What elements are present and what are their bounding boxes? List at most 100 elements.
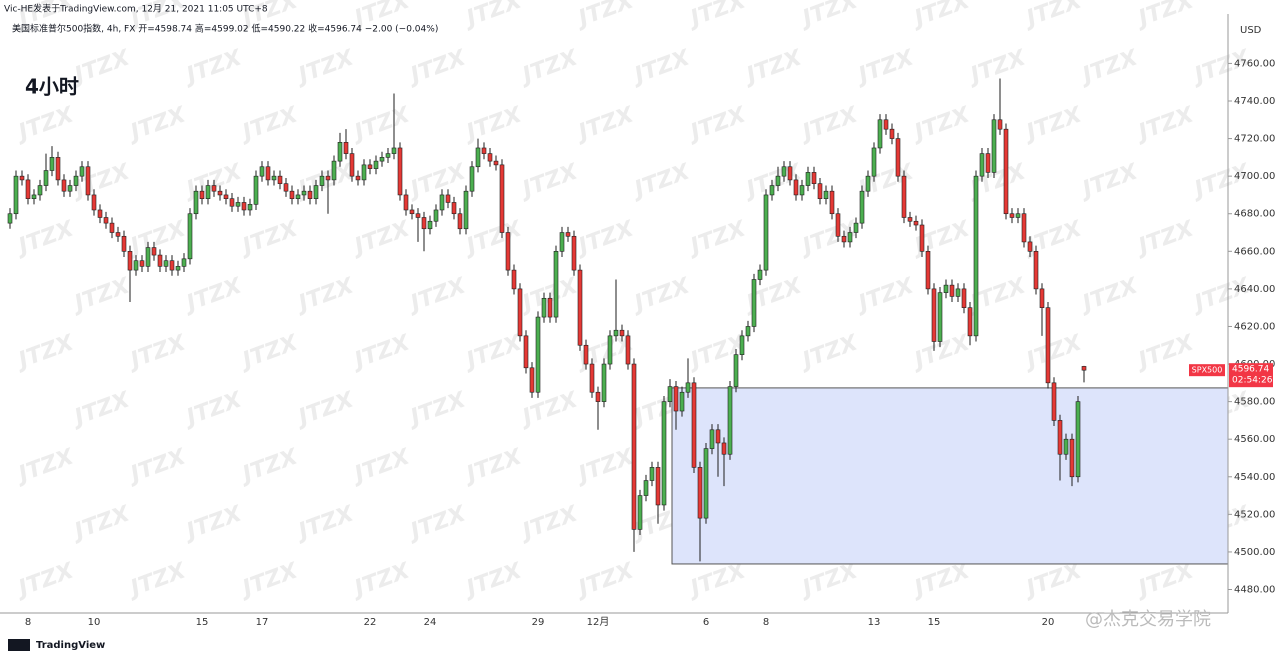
candle-body	[451, 202, 457, 215]
price-tag-label: 4596.74	[1232, 365, 1269, 375]
candle-body	[997, 119, 1003, 130]
zone	[671, 387, 1229, 565]
candle-body	[595, 391, 601, 402]
candle-body	[631, 363, 637, 530]
candle-body	[1063, 438, 1069, 455]
candle-body	[925, 251, 931, 290]
candle-body	[175, 266, 181, 271]
candle-body	[127, 251, 133, 271]
candle-body	[661, 401, 667, 506]
candle-body	[619, 329, 625, 337]
candle-body	[97, 209, 103, 218]
candle-body	[481, 147, 487, 154]
candle-body	[307, 190, 313, 199]
candle-body	[55, 157, 61, 181]
candle-body	[73, 175, 79, 186]
candle-body	[457, 213, 463, 230]
x-tick-label: 29	[532, 617, 545, 628]
candle-body	[733, 354, 739, 387]
symbol-tag	[1189, 364, 1225, 377]
candle-body	[775, 175, 781, 186]
symbol-tag-label: SPX500	[1192, 366, 1223, 375]
candle-body	[835, 213, 841, 237]
timeframe-label: 4小时	[25, 75, 79, 99]
y-tick-label: 4660.00	[1234, 246, 1275, 257]
candle-body	[553, 251, 559, 318]
candle-body	[667, 386, 673, 402]
candle-body	[103, 217, 109, 224]
candle-body	[715, 429, 721, 444]
candle-body	[475, 147, 481, 168]
candle-body	[133, 260, 139, 271]
x-tick-label: 13	[868, 617, 881, 628]
candle-body	[883, 119, 889, 130]
candle-body	[169, 260, 175, 271]
candle-body	[583, 344, 589, 365]
candle-body	[91, 194, 97, 211]
candle-body	[571, 235, 577, 271]
candle-body	[79, 166, 85, 177]
candle-body	[913, 220, 919, 226]
candle-body	[613, 329, 619, 337]
candle-body	[19, 175, 25, 181]
candle-body	[655, 467, 661, 506]
candle-body	[847, 232, 853, 243]
candle-body	[463, 190, 469, 230]
candle-body	[1009, 213, 1015, 218]
candle-body	[931, 288, 937, 342]
price-tag	[1229, 363, 1273, 388]
candle-body	[361, 164, 367, 181]
candle-body	[889, 128, 895, 139]
x-tick-label: 22	[364, 617, 377, 628]
candle-body	[727, 386, 733, 455]
candle-body	[607, 335, 613, 365]
candle-body	[247, 204, 253, 211]
candle-body	[895, 138, 901, 177]
candle-body	[199, 190, 205, 199]
candle-body	[211, 185, 217, 192]
candle-body	[517, 288, 523, 337]
candle-body	[151, 247, 157, 256]
candle-body	[1021, 213, 1027, 243]
y-tick-label: 4500.00	[1234, 547, 1275, 558]
candle-body	[31, 194, 37, 199]
candle-body	[649, 467, 655, 481]
candle-body	[493, 160, 499, 166]
x-tick-label: 6	[703, 617, 709, 628]
y-tick-label: 4700.00	[1234, 171, 1275, 182]
candle-body	[85, 166, 91, 196]
candle-body	[115, 232, 121, 237]
candle-body	[1003, 128, 1009, 215]
candle-body	[823, 190, 829, 199]
candle-body	[223, 194, 229, 199]
y-tick-label: 4580.00	[1234, 397, 1275, 408]
candle-body	[469, 166, 475, 192]
candle-body	[1039, 288, 1045, 308]
y-tick-label: 4740.00	[1234, 96, 1275, 107]
candle-body	[121, 235, 127, 252]
candle-body	[355, 175, 361, 181]
candle-body	[853, 222, 859, 233]
candle-body	[259, 166, 265, 177]
candle-body	[787, 166, 793, 181]
candle-body	[217, 190, 223, 196]
candle-body	[871, 147, 877, 177]
candle-body	[349, 153, 355, 177]
candle-body	[865, 175, 871, 192]
candle-body	[331, 160, 337, 181]
candle-body	[829, 190, 835, 215]
candle-body	[193, 190, 199, 215]
candle-body	[739, 335, 745, 355]
header: Vic-HE发表于TradingView.com, 12月 21, 2021 1…	[4, 3, 268, 15]
candle-body	[1081, 366, 1087, 371]
candle-body	[907, 217, 913, 222]
candle-body	[277, 175, 283, 184]
candle-body	[283, 183, 289, 192]
candle-body	[937, 292, 943, 342]
candle-body	[529, 367, 535, 393]
candle-body	[373, 160, 379, 169]
candle-body	[1045, 307, 1051, 384]
candle-body	[817, 183, 823, 199]
candle-body	[265, 166, 271, 181]
